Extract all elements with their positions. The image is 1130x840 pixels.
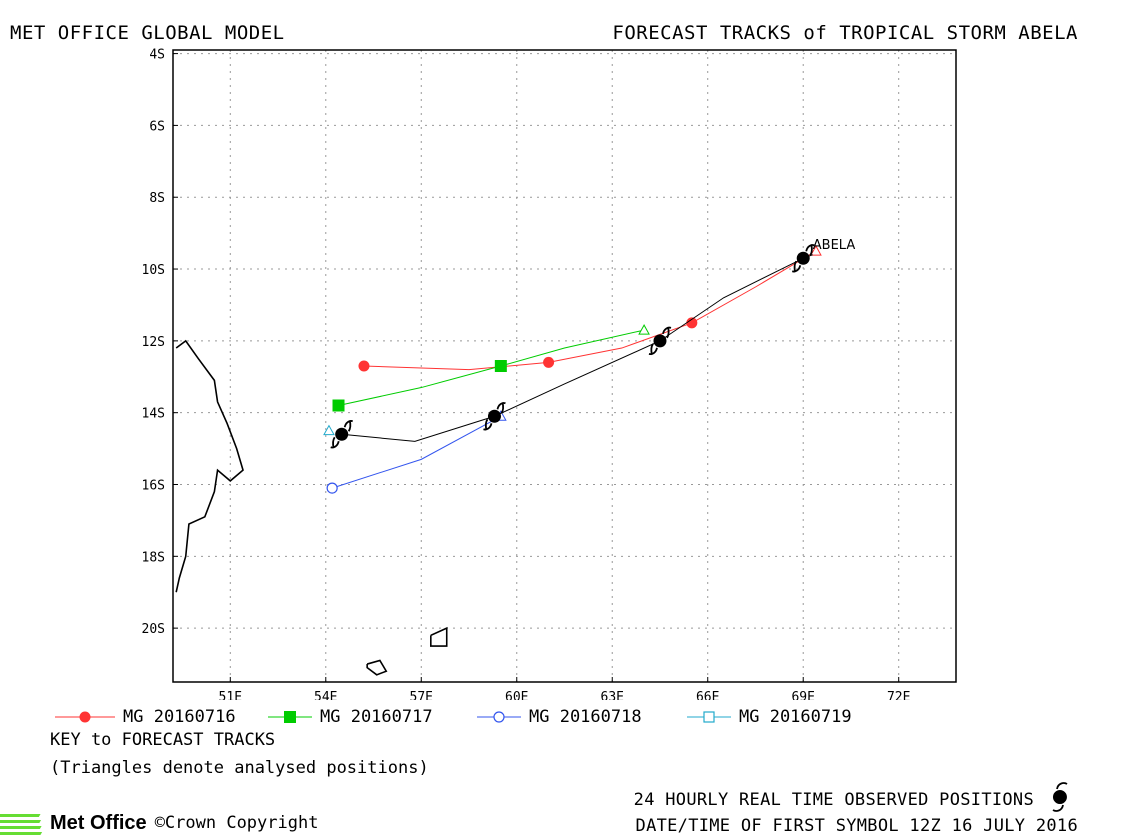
track-line — [341, 254, 813, 442]
model-title: MET OFFICE GLOBAL MODEL — [10, 22, 285, 44]
storm-marker-arm — [496, 402, 506, 414]
y-tick-label: 12S — [142, 335, 165, 350]
y-tick-label: 8S — [149, 191, 165, 206]
storm-marker-core — [796, 251, 810, 265]
storm-position-marker — [791, 244, 815, 273]
storm-marker-arm — [791, 260, 802, 273]
y-tick-label: 20S — [142, 622, 165, 637]
coastline — [366, 659, 388, 676]
x-tick-label: 54E — [314, 690, 337, 700]
track-point — [494, 360, 507, 372]
x-tick-label: 57E — [410, 690, 433, 700]
legend-line-blue-icon — [477, 711, 521, 723]
met-office-wordmark: Met Office — [50, 811, 147, 834]
storm-marker-arm — [343, 420, 353, 432]
coastline — [430, 626, 448, 647]
storm-marker-core — [335, 427, 349, 441]
legend-item-mg20160719: MG 20160719 — [687, 707, 852, 727]
forecast-tracks — [323, 244, 822, 494]
y-tick-label: 14S — [142, 407, 165, 422]
storm-marker-core — [653, 334, 667, 348]
storm-marker-arm — [805, 244, 815, 256]
storm-marker-arm — [648, 343, 658, 356]
legend-item-mg20160718: MG 20160718 — [477, 707, 642, 727]
legend-label: MG 20160717 — [320, 707, 433, 727]
track-line — [331, 415, 502, 489]
y-tick-label: 16S — [142, 479, 165, 494]
y-axis-ticks: 4S 6S 8S 10S 12S 14S 16S 18S 20S — [142, 48, 178, 637]
analysed-position-triangle — [323, 424, 335, 436]
track-point — [543, 356, 555, 368]
x-tick-label: 63E — [601, 690, 624, 700]
track-point — [326, 482, 338, 494]
plot-frame — [172, 49, 957, 683]
met-office-logo: Met Office ©Crown Copyright — [0, 808, 318, 838]
storm-position-marker — [330, 420, 353, 449]
storm-label: ABELA — [813, 238, 856, 253]
track-point — [332, 399, 345, 412]
legend-label: MG 20160719 — [739, 707, 852, 727]
storm-marker-arm — [330, 436, 340, 449]
x-tick-label: 72E — [887, 690, 910, 700]
x-tick-label: 66E — [696, 690, 719, 700]
met-office-logo-icon — [0, 814, 43, 835]
storm-symbol-icon — [1052, 782, 1068, 812]
coastline — [175, 339, 244, 593]
storm-marker-core — [487, 409, 501, 423]
y-tick-label: 10S — [142, 263, 165, 278]
storm-marker-arm — [662, 326, 672, 339]
legend-line-red-icon — [55, 711, 115, 723]
track-line — [363, 250, 817, 371]
first-symbol-datetime: DATE/TIME OF FIRST SYMBOL 12Z 16 JULY 20… — [635, 816, 1078, 836]
track-point — [686, 317, 698, 329]
y-tick-label: 6S — [149, 119, 165, 134]
legend-line-green-icon — [268, 711, 312, 723]
x-tick-label: 51E — [219, 690, 242, 700]
observed-positions-note: 24 HOURLY REAL TIME OBSERVED POSITIONS — [633, 790, 1034, 810]
key-title: KEY to FORECAST TRACKS — [50, 730, 276, 750]
y-tick-label: 4S — [149, 48, 165, 63]
x-axis-ticks: 51E 54E 57E 60E 63E 66E 69E 72E — [219, 677, 910, 700]
x-tick-label: 60E — [505, 690, 528, 700]
legend-label: MG 20160716 — [123, 707, 236, 727]
analysed-position-triangle — [638, 324, 650, 335]
storm-marker-arm — [483, 418, 493, 431]
track-point — [358, 360, 370, 372]
y-tick-label: 18S — [142, 550, 165, 565]
legend-label: MG 20160718 — [529, 707, 642, 727]
chart-title: FORECAST TRACKS of TROPICAL STORM ABELA — [612, 22, 1078, 44]
storm-position-marker — [648, 326, 672, 356]
copyright-text: ©Crown Copyright — [154, 813, 319, 833]
legend-item-mg20160717: MG 20160717 — [268, 707, 433, 727]
forecast-track-map: 51E 54E 57E 60E 63E 66E 69E 72E 4S 6S 8S 10S 12S 14S… — [142, 48, 957, 700]
coastlines — [175, 339, 448, 676]
legend-item-mg20160716: MG 20160716 — [55, 707, 236, 727]
analysed-position-triangle — [810, 245, 822, 256]
key-note: (Triangles denote analysed positions) — [50, 758, 429, 778]
legend-line-cyan-icon — [687, 711, 731, 723]
storm-position-marker — [483, 402, 506, 431]
x-tick-label: 69E — [791, 690, 814, 700]
grid-lines — [173, 50, 956, 682]
